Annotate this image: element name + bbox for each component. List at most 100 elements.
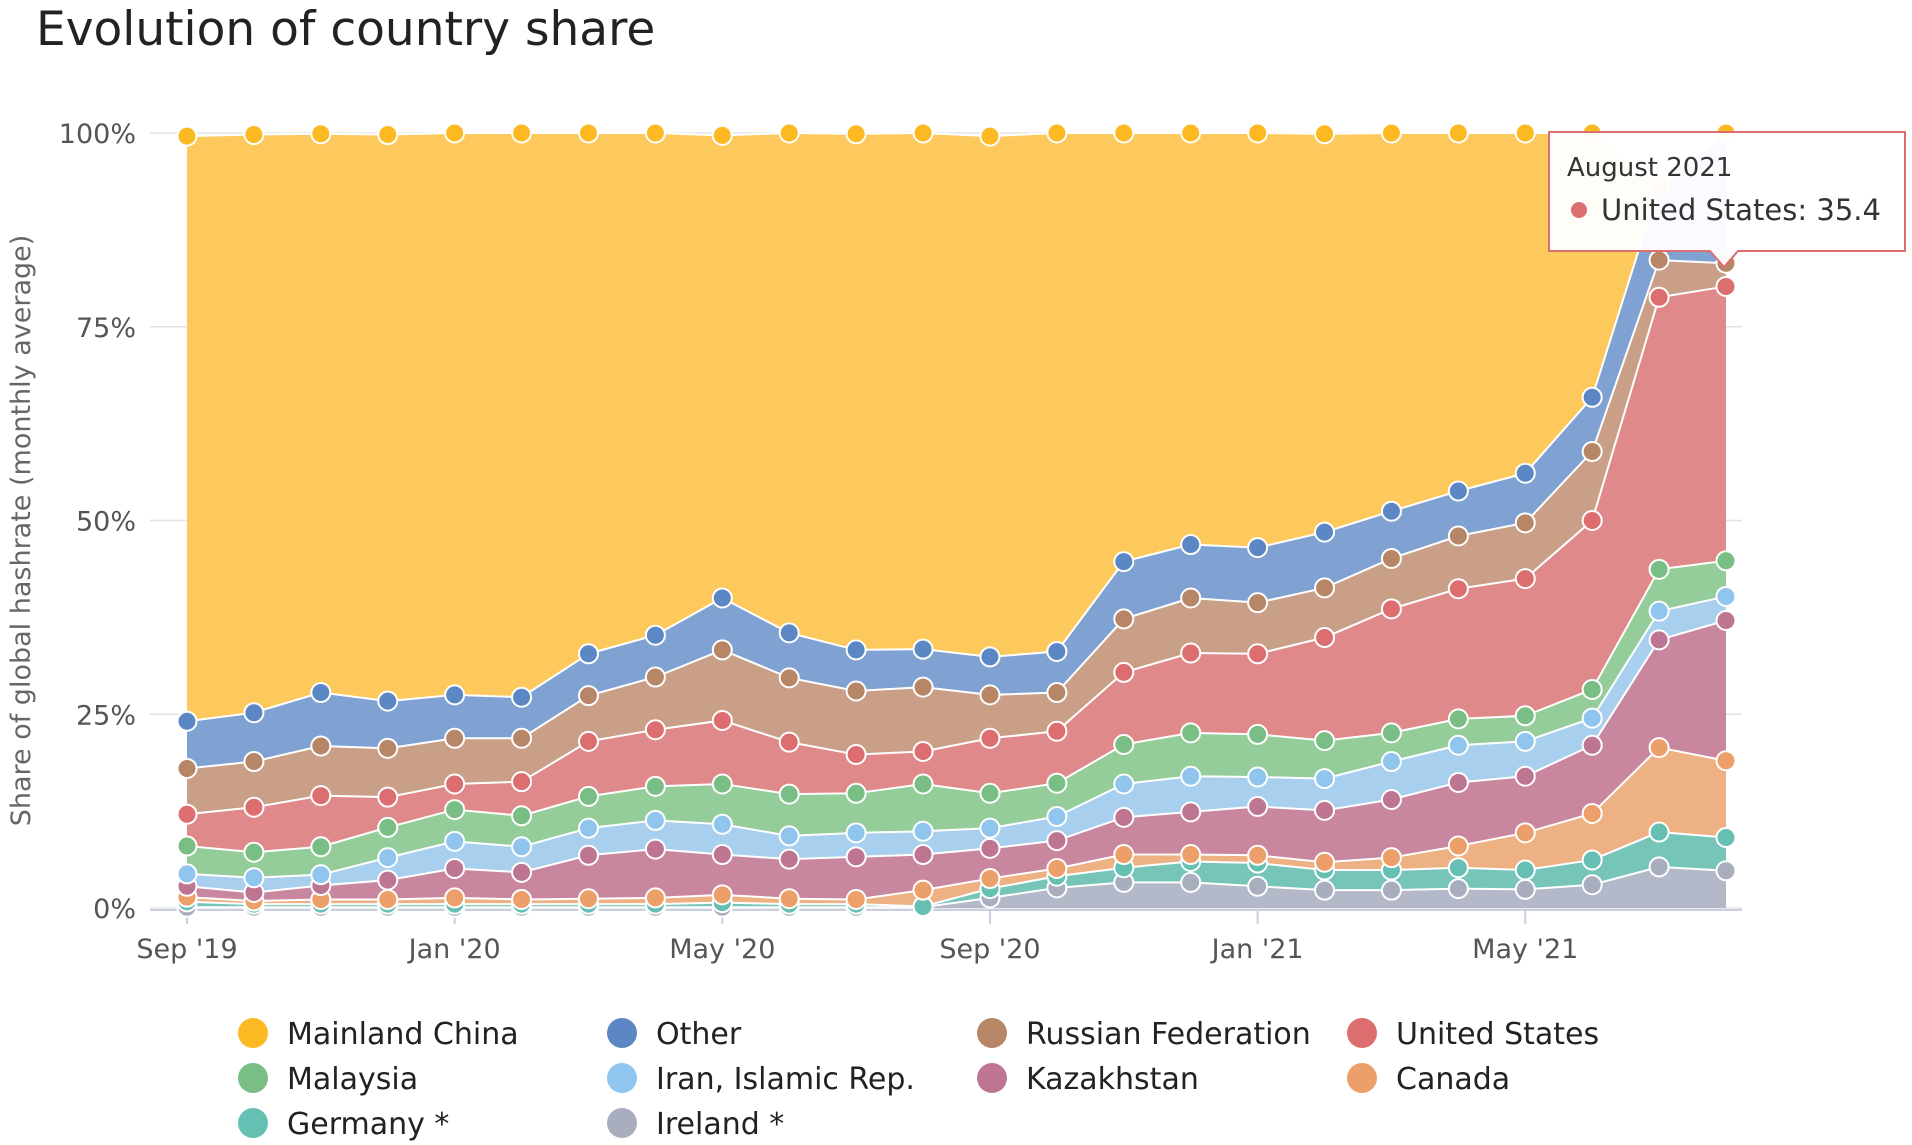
point-russian-federation[interactable] (1314, 577, 1336, 599)
point-iran-islamic-rep[interactable] (1715, 585, 1737, 607)
point-united-states[interactable] (778, 731, 800, 753)
point-mainland-china[interactable] (1314, 123, 1336, 145)
point-kazakhstan[interactable] (979, 837, 1001, 859)
point-iran-islamic-rep[interactable] (1314, 768, 1336, 790)
point-mainland-china[interactable] (912, 122, 934, 144)
point-malaysia[interactable] (310, 836, 332, 858)
point-canada[interactable] (1581, 802, 1603, 824)
point-russian-federation[interactable] (1447, 525, 1469, 547)
point-united-states[interactable] (444, 773, 466, 795)
point-united-states[interactable] (1113, 661, 1135, 683)
point-other[interactable] (1247, 537, 1269, 559)
legend-item-ireland[interactable]: Ireland * (607, 1107, 784, 1142)
point-canada[interactable] (577, 888, 599, 910)
point-iran-islamic-rep[interactable] (711, 813, 733, 835)
legend[interactable]: Mainland China Other Russian Federation Uni… (238, 1017, 1599, 1142)
point-other[interactable] (644, 624, 666, 646)
point-malaysia[interactable] (711, 773, 733, 795)
point-other[interactable] (1180, 534, 1202, 556)
point-united-states[interactable] (1046, 720, 1068, 742)
point-other[interactable] (176, 710, 198, 732)
point-kazakhstan[interactable] (912, 844, 934, 866)
point-iran-islamic-rep[interactable] (243, 867, 265, 889)
point-malaysia[interactable] (1581, 678, 1603, 700)
point-united-states[interactable] (1648, 286, 1670, 308)
point-russian-federation[interactable] (912, 676, 934, 698)
legend-item-germany[interactable]: Germany * (238, 1107, 449, 1142)
point-mainland-china[interactable] (377, 124, 399, 146)
point-mainland-china[interactable] (1380, 122, 1402, 144)
point-united-states[interactable] (979, 727, 1001, 749)
point-united-states[interactable] (1247, 643, 1269, 665)
point-kazakhstan[interactable] (577, 844, 599, 866)
point-canada[interactable] (1715, 750, 1737, 772)
legend-item-canada[interactable]: Canada (1347, 1062, 1510, 1097)
point-mainland-china[interactable] (979, 125, 1001, 147)
point-iran-islamic-rep[interactable] (1648, 600, 1670, 622)
point-iran-islamic-rep[interactable] (444, 830, 466, 852)
point-kazakhstan[interactable] (1380, 789, 1402, 810)
point-malaysia[interactable] (243, 841, 265, 863)
point-other[interactable] (1046, 640, 1068, 662)
point-other[interactable] (912, 638, 934, 660)
point-russian-federation[interactable] (243, 751, 265, 773)
point-other[interactable] (711, 587, 733, 609)
point-russian-federation[interactable] (1046, 682, 1068, 704)
point-russian-federation[interactable] (1514, 512, 1536, 534)
point-other[interactable] (243, 702, 265, 724)
point-ireland[interactable] (1180, 871, 1202, 893)
point-united-states[interactable] (912, 740, 934, 762)
point-malaysia[interactable] (1314, 730, 1336, 752)
point-iran-islamic-rep[interactable] (1447, 734, 1469, 756)
point-other[interactable] (511, 686, 533, 708)
point-kazakhstan[interactable] (1046, 830, 1068, 852)
point-mainland-china[interactable] (1247, 122, 1269, 144)
point-canada[interactable] (511, 888, 533, 910)
point-kazakhstan[interactable] (1581, 734, 1603, 756)
point-ireland[interactable] (1648, 856, 1670, 878)
point-iran-islamic-rep[interactable] (644, 809, 666, 831)
point-united-states[interactable] (644, 719, 666, 741)
point-united-states[interactable] (1581, 510, 1603, 531)
point-kazakhstan[interactable] (511, 861, 533, 883)
point-united-states[interactable] (1180, 642, 1202, 664)
point-kazakhstan[interactable] (1247, 795, 1269, 817)
point-malaysia[interactable] (845, 782, 867, 804)
point-malaysia[interactable] (1113, 733, 1135, 755)
point-russian-federation[interactable] (1380, 547, 1402, 569)
point-russian-federation[interactable] (711, 639, 733, 661)
point-kazakhstan[interactable] (711, 844, 733, 866)
point-germany[interactable] (1581, 849, 1603, 871)
point-mainland-china[interactable] (1514, 122, 1536, 144)
point-ireland[interactable] (1581, 874, 1603, 896)
point-ireland[interactable] (1447, 878, 1469, 900)
point-iran-islamic-rep[interactable] (511, 836, 533, 858)
point-iran-islamic-rep[interactable] (1380, 751, 1402, 773)
point-malaysia[interactable] (1380, 722, 1402, 744)
point-united-states[interactable] (845, 744, 867, 766)
point-russian-federation[interactable] (176, 758, 198, 779)
point-united-states[interactable] (577, 730, 599, 752)
point-russian-federation[interactable] (310, 735, 332, 757)
point-russian-federation[interactable] (778, 667, 800, 689)
point-other[interactable] (1314, 521, 1336, 543)
point-kazakhstan[interactable] (1314, 799, 1336, 821)
point-iran-islamic-rep[interactable] (377, 847, 399, 869)
point-united-states[interactable] (176, 803, 198, 825)
point-iran-islamic-rep[interactable] (1046, 806, 1068, 828)
point-germany[interactable] (1715, 826, 1737, 848)
point-mainland-china[interactable] (1046, 122, 1068, 144)
point-canada[interactable] (1514, 822, 1536, 844)
point-kazakhstan[interactable] (1113, 806, 1135, 828)
point-kazakhstan[interactable] (1180, 801, 1202, 823)
point-canada[interactable] (1247, 844, 1269, 866)
point-malaysia[interactable] (176, 835, 198, 857)
point-canada[interactable] (1648, 737, 1670, 759)
point-ireland[interactable] (1514, 878, 1536, 900)
data-point-markers[interactable] (176, 122, 1737, 918)
point-iran-islamic-rep[interactable] (1581, 707, 1603, 729)
point-united-states[interactable] (1447, 578, 1469, 600)
point-mainland-china[interactable] (577, 122, 599, 144)
point-other[interactable] (444, 684, 466, 706)
point-other[interactable] (1113, 551, 1135, 573)
